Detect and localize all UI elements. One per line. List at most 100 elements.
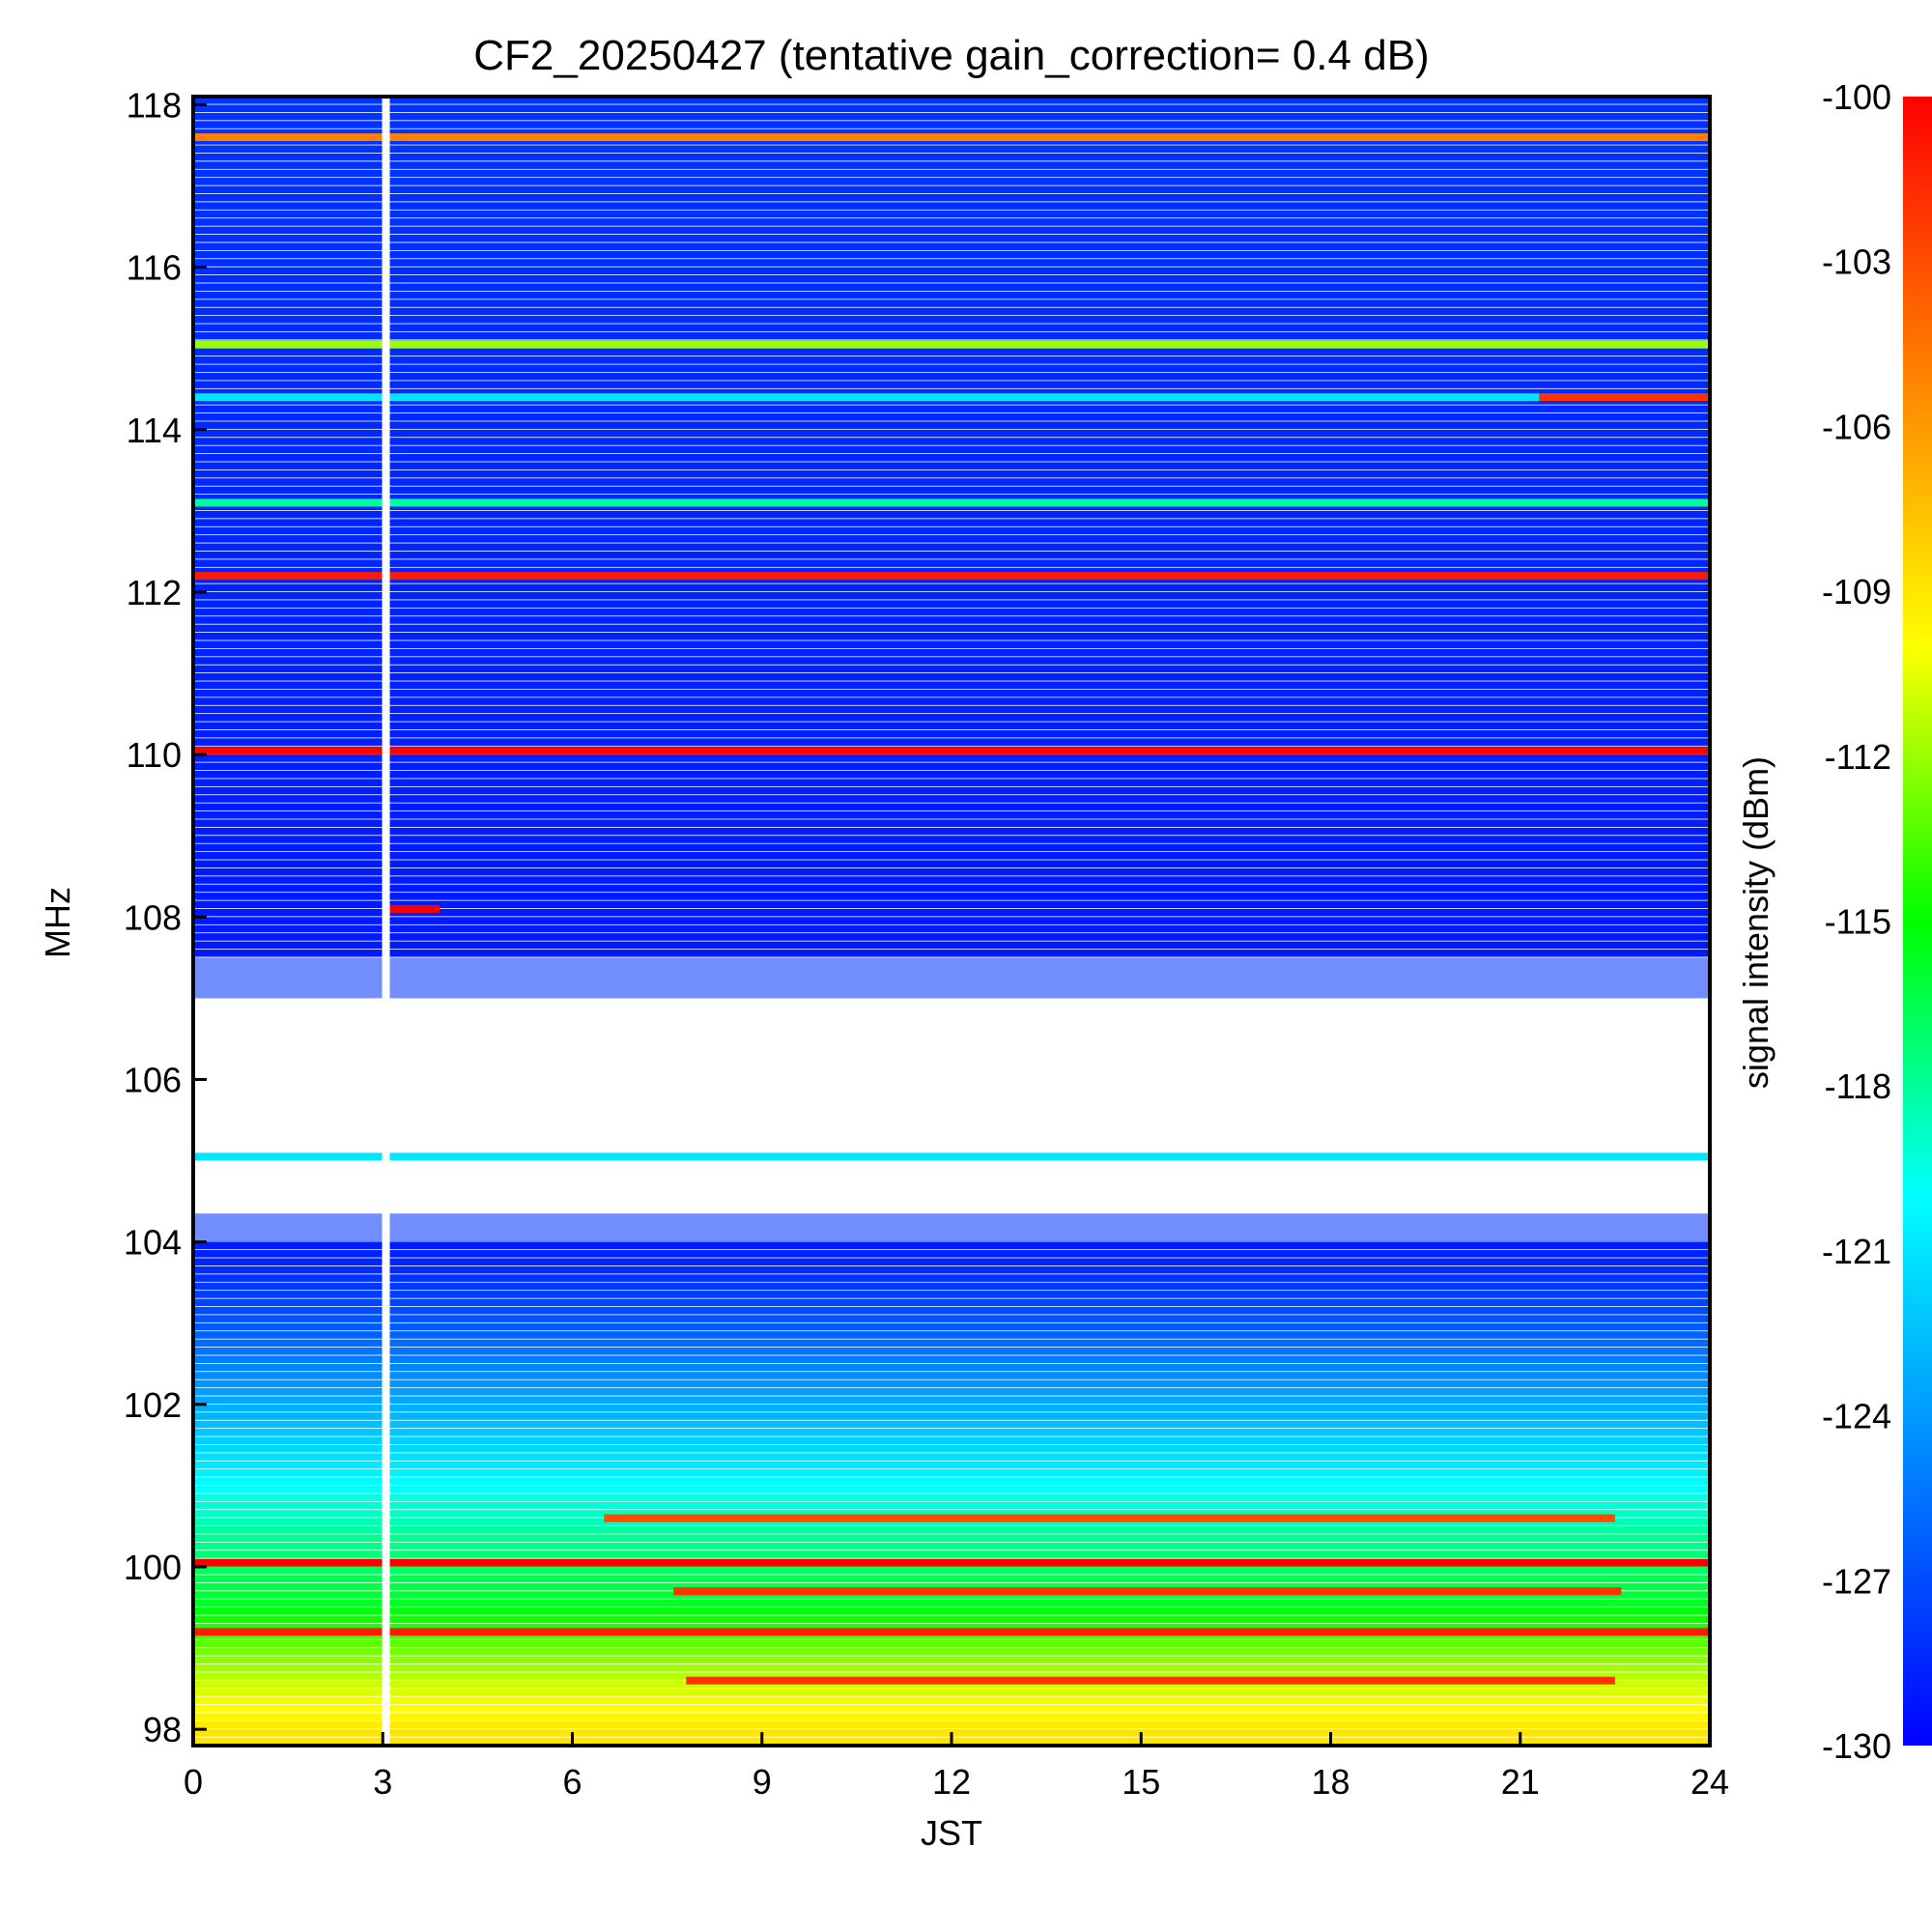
heatmap-band-blank xyxy=(193,1022,1710,1031)
heatmap-band xyxy=(193,356,1710,364)
heatmap-band xyxy=(193,908,1710,917)
heatmap-band-blank xyxy=(193,1193,1710,1201)
heatmap-band xyxy=(193,226,1710,235)
heatmap-band xyxy=(193,1582,1710,1591)
heatmap-band xyxy=(193,819,1710,827)
emission-line xyxy=(193,498,1710,507)
heatmap-band xyxy=(193,843,1710,852)
heatmap-band xyxy=(193,283,1710,292)
heatmap-band xyxy=(193,779,1710,786)
heatmap-band xyxy=(193,1720,1710,1729)
emission-line xyxy=(193,1628,1710,1636)
heatmap-band xyxy=(193,1689,1710,1696)
heatmap-band xyxy=(193,267,1710,275)
heatmap-band xyxy=(193,121,1710,128)
heatmap-band xyxy=(193,1429,1710,1436)
y-tick-label: 114 xyxy=(127,411,182,450)
heatmap-band xyxy=(193,786,1710,795)
heatmap-band xyxy=(193,1648,1710,1656)
heatmap-band xyxy=(193,1436,1710,1445)
heatmap-band xyxy=(193,1282,1710,1291)
heatmap-band xyxy=(193,860,1710,868)
heatmap-plot-area xyxy=(193,97,1710,1746)
heatmap-band-blank xyxy=(193,1031,1710,1038)
heatmap-band xyxy=(193,1444,1710,1453)
heatmap-band xyxy=(193,949,1710,957)
emission-line xyxy=(193,393,1540,402)
x-tick-label: 3 xyxy=(373,1762,392,1802)
heatmap-band xyxy=(193,1379,1710,1388)
heatmap-band xyxy=(193,324,1710,332)
heatmap-band xyxy=(193,1412,1710,1420)
emission-line xyxy=(383,904,440,913)
heatmap-band xyxy=(193,616,1710,624)
heatmap-band xyxy=(193,1315,1710,1322)
heatmap-band xyxy=(193,299,1710,307)
heatmap-band xyxy=(193,591,1710,600)
heatmap-band xyxy=(193,917,1710,924)
heatmap-band xyxy=(193,1713,1710,1720)
heatmap-band xyxy=(193,381,1710,388)
heatmap-band xyxy=(193,1241,1710,1250)
heatmap-band xyxy=(193,884,1710,893)
x-tick-label: 15 xyxy=(1122,1762,1160,1802)
heatmap-band xyxy=(193,543,1710,552)
heatmap-band xyxy=(193,1696,1710,1705)
heatmap-band xyxy=(193,202,1710,210)
colorbar-tick-label: -112 xyxy=(1825,737,1891,777)
heatmap-band xyxy=(193,827,1710,836)
heatmap-band xyxy=(193,274,1710,283)
heatmap-band xyxy=(193,689,1710,697)
heatmap-band xyxy=(193,1575,1710,1583)
heatmap-band xyxy=(193,933,1710,941)
heatmap-band xyxy=(193,153,1710,161)
x-tick-label: 12 xyxy=(932,1762,971,1802)
heatmap-band xyxy=(193,1663,1710,1672)
colorbar-tick-label: -130 xyxy=(1822,1726,1891,1766)
x-axis-ticks: 0 3 6 9 12 15 18 21 24 xyxy=(184,1732,1729,1802)
heatmap-band-blank xyxy=(193,1014,1710,1022)
emission-line xyxy=(193,133,1710,142)
heatmap-band xyxy=(193,97,1710,104)
heatmap-band-blank xyxy=(193,1038,1710,1047)
heatmap-band xyxy=(193,495,1710,502)
heatmap-band xyxy=(193,526,1710,535)
heatmap-band xyxy=(193,893,1710,900)
heatmap-band xyxy=(193,1510,1710,1518)
heatmap-band-blank xyxy=(193,1063,1710,1071)
emission-line xyxy=(1539,393,1710,402)
heatmap-band xyxy=(193,1372,1710,1379)
heatmap-band xyxy=(193,567,1710,576)
chart-title: CF2_20250427 (tentative gain_correction=… xyxy=(473,32,1429,79)
heatmap-band xyxy=(193,705,1710,714)
heatmap-band xyxy=(193,469,1710,478)
sparse-edge-band xyxy=(193,957,1710,999)
heatmap-band-blank xyxy=(193,1095,1710,1103)
emission-line xyxy=(193,1558,1710,1567)
heatmap-band xyxy=(193,1404,1710,1412)
heatmap-band xyxy=(193,348,1710,356)
heatmap-band-blank xyxy=(193,1087,1710,1095)
y-tick-label: 108 xyxy=(124,897,182,937)
heatmap-band xyxy=(193,1639,1710,1648)
heatmap-band xyxy=(193,535,1710,543)
heatmap-band xyxy=(193,1291,1710,1298)
heatmap-band-blank xyxy=(193,1144,1710,1152)
heatmap-band xyxy=(193,1485,1710,1493)
heatmap-band-blank xyxy=(193,1055,1710,1063)
heatmap-band xyxy=(193,161,1710,169)
heatmap-band xyxy=(193,1461,1710,1469)
y-tick-label: 116 xyxy=(127,248,182,288)
y-tick-label: 110 xyxy=(127,735,182,775)
y-tick-label: 104 xyxy=(124,1223,182,1263)
heatmap-band-blank xyxy=(193,1071,1710,1079)
heatmap-band xyxy=(193,1623,1710,1632)
heatmap-band xyxy=(193,307,1710,316)
x-tick-label: 18 xyxy=(1311,1762,1350,1802)
heatmap-band xyxy=(193,388,1710,397)
emission-line xyxy=(193,340,1710,349)
heatmap-band xyxy=(193,1550,1710,1558)
heatmap-band-blank xyxy=(193,1079,1710,1088)
emission-line xyxy=(686,1676,1615,1685)
heatmap-band xyxy=(193,250,1710,259)
